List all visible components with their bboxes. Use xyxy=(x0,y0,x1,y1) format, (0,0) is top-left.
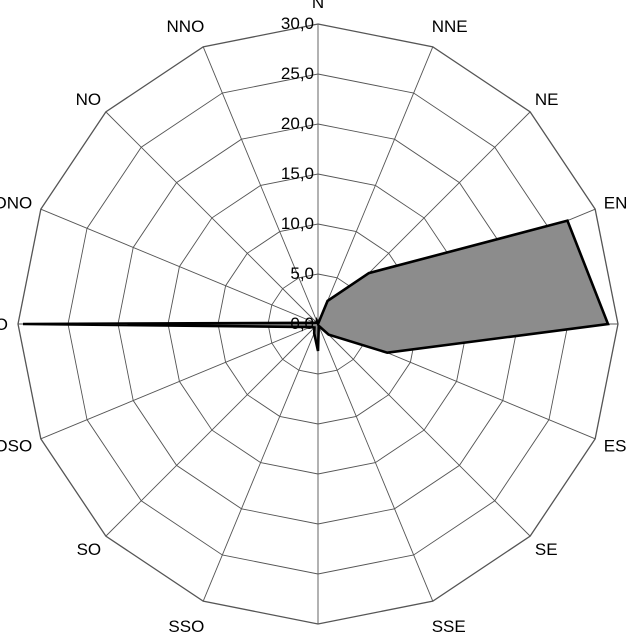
radial-tick-label: 15,0 xyxy=(281,164,314,183)
series-area-0 xyxy=(22,219,610,355)
direction-label-nne: NNE xyxy=(432,17,468,36)
direction-label-sse: SSE xyxy=(432,617,466,634)
radial-tick-label: 25,0 xyxy=(281,64,314,83)
spoke-sso xyxy=(202,323,319,602)
radial-tick-label: 0,0 xyxy=(290,314,314,333)
direction-label-o: O xyxy=(0,315,8,334)
spoke-no xyxy=(105,111,319,325)
spoke-so xyxy=(105,323,319,537)
spoke-nno xyxy=(202,46,319,325)
spoke-sse xyxy=(317,323,434,602)
direction-label-no: NO xyxy=(76,90,102,109)
direction-label-se: SE xyxy=(535,540,558,559)
direction-label-ene: ENE xyxy=(604,193,627,212)
direction-label-ono: ONO xyxy=(0,193,32,212)
direction-label-nno: NNO xyxy=(167,17,205,36)
direction-label-ne: NE xyxy=(535,90,559,109)
series-layer xyxy=(22,219,610,355)
direction-label-so: SO xyxy=(77,540,102,559)
radial-tick-label: 20,0 xyxy=(281,114,314,133)
direction-label-ese: ESE xyxy=(604,437,627,456)
radial-tick-label: 30,0 xyxy=(281,14,314,33)
direction-label-sso: SSO xyxy=(168,617,204,634)
radial-tick-label: 10,0 xyxy=(281,214,314,233)
spoke-oso xyxy=(40,323,319,440)
radial-tick-labels: 0,0 5,0 10,0 15,0 20,0 25,0 30,0 xyxy=(281,14,314,333)
direction-label-oso: OSO xyxy=(0,437,32,456)
spoke-nne xyxy=(317,46,434,325)
direction-label-n: N xyxy=(312,0,324,12)
spoke-se xyxy=(317,323,531,537)
radial-tick-label: 5,0 xyxy=(290,264,314,283)
spoke-ono xyxy=(40,208,319,325)
